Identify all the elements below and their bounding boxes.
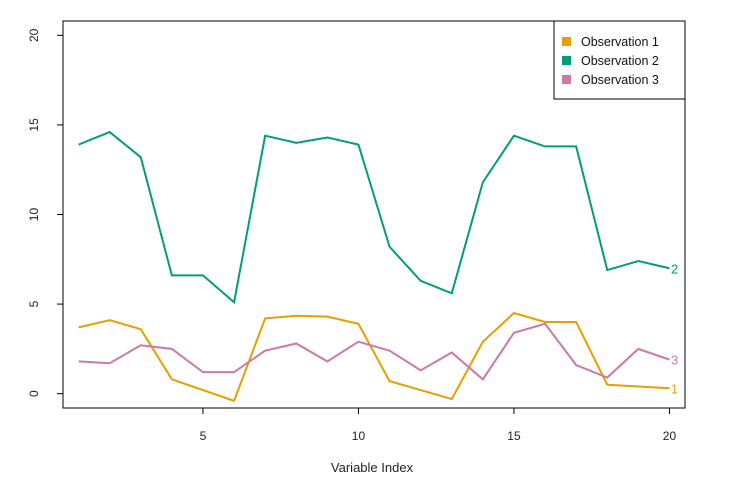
x-tick-label: 10 (352, 429, 366, 443)
x-axis-title: Variable Index (331, 460, 414, 475)
series-end-label-3: 3 (671, 353, 678, 368)
legend-swatch-2 (562, 56, 571, 65)
series-end-label-1: 1 (671, 381, 678, 396)
legend: Observation 1 Observation 2 Observation 3 (553, 20, 686, 100)
y-tick-label: 20 (27, 28, 41, 42)
legend-label-2: Observation 2 (581, 54, 659, 68)
legend-swatch-3 (562, 75, 571, 84)
legend-label-3: Observation 3 (581, 73, 659, 87)
y-tick-label: 5 (27, 300, 41, 307)
y-tick-label: 10 (27, 208, 41, 222)
series-lines (78, 130, 670, 403)
x-tick-label: 15 (507, 429, 521, 443)
series-end-label-2: 2 (671, 261, 678, 276)
axes: 5 10 15 20 0 5 10 15 20 (27, 28, 676, 443)
legend-swatch-1 (562, 37, 571, 46)
y-tick-label: 0 (27, 390, 41, 397)
x-tick-label: 5 (200, 429, 207, 443)
series-end-labels: 1 2 3 (671, 261, 678, 396)
series-line-observation-3 (78, 322, 670, 381)
legend-label-1: Observation 1 (581, 35, 659, 49)
x-tick-label: 20 (663, 429, 677, 443)
legend-box (553, 20, 686, 100)
series-line-observation-1 (78, 311, 670, 403)
series-line-observation-2 (78, 130, 670, 305)
y-tick-label: 15 (27, 118, 41, 132)
